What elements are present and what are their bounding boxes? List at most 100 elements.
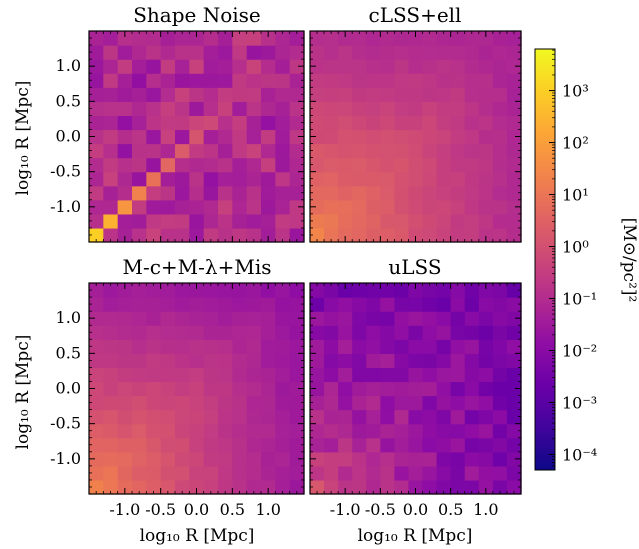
heatmap-cell (289, 45, 305, 60)
heatmap-cell (89, 227, 104, 243)
heatmap-cell (218, 185, 233, 201)
heatmap-cell (464, 129, 480, 145)
heatmap-cell (175, 45, 190, 60)
heatmap-cell (366, 143, 381, 159)
heatmap-cell (246, 171, 262, 187)
heatmap-cell (218, 157, 233, 173)
heatmap-cell (132, 451, 147, 467)
heatmap-cell (394, 171, 410, 187)
heatmap-cell (408, 311, 424, 326)
heatmap-cell (218, 101, 233, 116)
heatmap-cell (117, 157, 133, 173)
heatmap-cell (103, 227, 119, 243)
heatmap-cell (352, 437, 367, 453)
heatmap-mc-ml-mis: -1.0 -0.5 0.0 0.5 1.0 -1.0 -0.5 0.0 0.5 1.0 (50, 282, 305, 519)
heatmap-cell (352, 171, 367, 187)
heatmap-cell (338, 311, 353, 326)
y-tick-label: -1.0 (50, 197, 81, 216)
heatmap-cell (189, 115, 205, 131)
heatmap-cell (232, 479, 248, 495)
y-tick-label: 0.0 (56, 379, 81, 398)
heatmap-cell (246, 199, 262, 215)
heatmap-cell (338, 479, 353, 495)
heatmap-cell (218, 381, 233, 397)
heatmap-cell (261, 325, 276, 340)
heatmap-cell (160, 437, 176, 453)
heatmap-cell (117, 479, 133, 495)
heatmap-cell (492, 339, 508, 354)
heatmap-cell (117, 297, 133, 312)
heatmap-cell (310, 213, 325, 229)
heatmap-cell (289, 311, 305, 326)
heatmap-cell (352, 143, 367, 159)
heatmap-cell (189, 129, 205, 145)
heatmap-cell (450, 115, 466, 131)
heatmap-cell (146, 339, 162, 354)
heatmap-cell (261, 423, 276, 439)
heatmap-cell (261, 339, 276, 354)
heatmap-cell (246, 283, 262, 298)
heatmap-cell (338, 325, 353, 340)
heatmap-cell (352, 353, 367, 368)
heatmap-cell (261, 353, 276, 368)
heatmap-cell (352, 73, 367, 88)
colorbar-tick-label: 10³ (562, 82, 589, 101)
heatmap-cell (380, 73, 395, 88)
colorbar-label: [M⊙/pc²]² (619, 218, 639, 303)
heatmap-cell (408, 115, 424, 131)
heatmap-cell (422, 437, 438, 453)
heatmap-cell (436, 325, 452, 340)
heatmap-cell (338, 87, 353, 102)
heatmap-cell (175, 101, 190, 116)
heatmap-cell (146, 157, 162, 173)
heatmap-cell (175, 465, 190, 481)
heatmap-cell (366, 171, 381, 187)
heatmap-cell (338, 199, 353, 215)
heatmap-cell (275, 59, 291, 74)
heatmap-cell (380, 101, 395, 116)
heatmap-cell (450, 465, 466, 481)
heatmap-cell (160, 171, 176, 187)
heatmap-cell (232, 437, 248, 453)
heatmap-cell (275, 297, 291, 312)
heatmap-cell (380, 87, 395, 102)
heatmap-cell (310, 283, 325, 298)
heatmap-cell (408, 283, 424, 298)
heatmap-cell (246, 465, 262, 481)
heatmap-cell (89, 45, 104, 60)
heatmap-cell (203, 311, 219, 326)
heatmap-cell (436, 199, 452, 215)
heatmap-cell (89, 423, 104, 439)
x-tick-label: 0.5 (438, 500, 463, 519)
heatmap-cell (506, 227, 522, 243)
heatmap-cell (380, 297, 395, 312)
heatmap-cell (366, 185, 381, 201)
heatmap-cell (132, 157, 147, 173)
heatmap-cell (338, 31, 353, 46)
heatmap-cell (464, 59, 480, 74)
heatmap-cell (380, 395, 395, 411)
heatmap-cell (275, 213, 291, 229)
heatmap-cell (232, 367, 248, 383)
heatmap-cell (366, 367, 381, 383)
heatmap-cell (338, 73, 353, 88)
heatmap-cell (275, 437, 291, 453)
heatmap-cell (175, 339, 190, 354)
heatmap-cell (117, 409, 133, 425)
heatmap-cell (203, 353, 219, 368)
heatmap-cell (117, 465, 133, 481)
heatmap-cell (380, 325, 395, 340)
heatmap-cell (289, 87, 305, 102)
heatmap-cell (464, 311, 480, 326)
heatmap-cell (203, 437, 219, 453)
heatmap-cell (506, 423, 522, 439)
heatmap-cell (380, 437, 395, 453)
heatmap-cell (146, 227, 162, 243)
heatmap-cell (352, 395, 367, 411)
heatmap-cell (146, 213, 162, 229)
heatmap-cell (246, 45, 262, 60)
heatmap-cell (422, 59, 438, 74)
heatmap-cell (380, 199, 395, 215)
heatmap-cell (218, 115, 233, 131)
heatmap-cell (450, 283, 466, 298)
